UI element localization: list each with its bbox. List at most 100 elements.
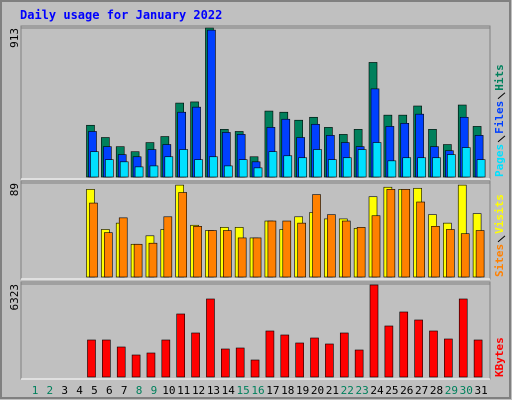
bar [282, 220, 292, 278]
bar [447, 154, 456, 178]
bar [161, 339, 171, 378]
x-tick-label: 15 [237, 384, 250, 397]
bar [432, 157, 441, 178]
bar [310, 337, 319, 378]
bar [149, 165, 159, 178]
x-tick-label: 12 [192, 384, 205, 397]
x-tick-label: 8 [136, 384, 143, 397]
bar [341, 220, 351, 278]
x-tick-label: 11 [177, 384, 190, 397]
bar [387, 160, 397, 178]
x-tick-label: 30 [460, 384, 473, 397]
bar [283, 155, 293, 178]
x-tick-label: 19 [296, 384, 309, 397]
y-tick-label: 913 [8, 28, 21, 48]
bar [238, 159, 248, 178]
bar [476, 159, 486, 178]
bar [134, 166, 144, 178]
bar [102, 339, 111, 378]
bar [224, 165, 233, 178]
bar [416, 201, 425, 278]
bar [193, 226, 202, 278]
bar [414, 319, 423, 378]
x-tick-label: 13 [207, 384, 220, 397]
bar [386, 189, 396, 278]
x-tick-label: 10 [162, 384, 175, 397]
bar [194, 159, 203, 178]
bar [90, 151, 99, 178]
bar [119, 161, 129, 178]
legend-separator [497, 235, 506, 243]
x-tick-label: 4 [76, 384, 83, 397]
bar [208, 230, 217, 278]
x-tick-label: 24 [370, 384, 384, 397]
panel [20, 25, 491, 180]
y-tick-label: 89 [8, 183, 21, 196]
bar [268, 151, 278, 178]
x-tick-label: 18 [281, 384, 294, 397]
bar [105, 159, 114, 178]
bar [342, 157, 352, 178]
x-tick-label: 28 [430, 384, 443, 397]
bar [209, 156, 218, 178]
bar [164, 156, 174, 178]
bar [417, 157, 426, 178]
chart-title: Daily usage for January 2022 [20, 8, 222, 22]
x-tick-label: 29 [445, 384, 458, 397]
bar [116, 346, 126, 378]
x-tick-label: 16 [251, 384, 264, 397]
legend-entry: Pages [493, 144, 506, 177]
bar [191, 332, 200, 378]
bar [339, 332, 349, 378]
bar [399, 311, 409, 378]
bar [235, 347, 245, 378]
legend-separator [497, 92, 506, 100]
x-tick-label: 20 [311, 384, 324, 397]
bar [298, 157, 307, 178]
legend-entry: Files [493, 101, 506, 134]
bar [356, 227, 366, 278]
y-tick-label: 6323 [8, 284, 21, 311]
bar [146, 352, 156, 378]
bar [176, 313, 185, 378]
bar [253, 167, 263, 178]
bar [384, 325, 394, 378]
bar [250, 359, 260, 378]
bar [444, 338, 453, 378]
x-tick-label: 21 [326, 384, 339, 397]
x-tick-label: 25 [385, 384, 398, 397]
bar [179, 149, 188, 178]
bar [206, 298, 215, 378]
x-tick-label: 7 [121, 384, 128, 397]
bar [369, 284, 379, 378]
bar [131, 354, 141, 378]
bar [312, 194, 321, 278]
bar [327, 214, 336, 278]
x-tick-label: 31 [474, 384, 487, 397]
bar [265, 330, 275, 378]
bar [460, 233, 470, 278]
x-tick-label: 27 [415, 384, 428, 397]
legend-entry: Hits [493, 64, 506, 91]
x-tick-label: 23 [356, 384, 369, 397]
bar [223, 230, 232, 278]
x-tick-label: 17 [266, 384, 279, 397]
bar [325, 343, 334, 378]
bar [446, 229, 455, 278]
bar [313, 149, 322, 178]
legend-entry: Visits [493, 194, 506, 234]
bar [89, 202, 98, 278]
bar [252, 237, 262, 278]
bar [280, 334, 290, 378]
bar [133, 243, 143, 278]
bar [207, 29, 216, 178]
bar [473, 339, 483, 378]
bar [237, 237, 247, 278]
bar [267, 220, 277, 278]
bar [87, 339, 96, 378]
bar [104, 232, 113, 278]
bar [372, 142, 382, 178]
x-tick-label: 14 [222, 384, 236, 397]
